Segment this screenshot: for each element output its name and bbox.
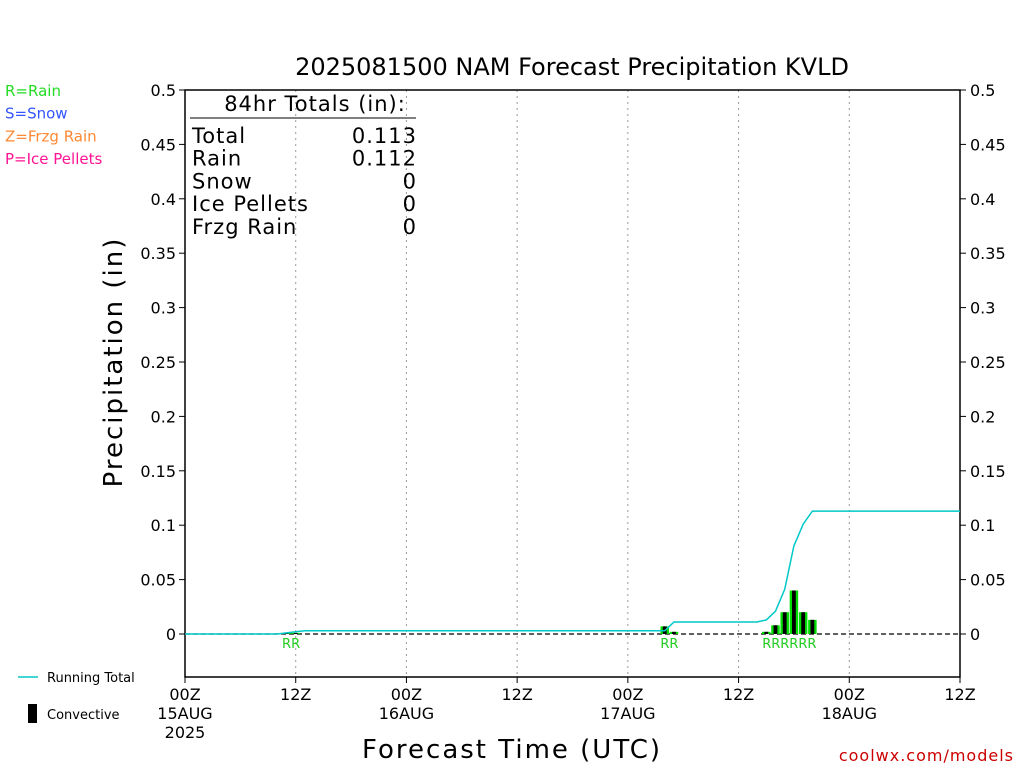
convective-bar [764,631,769,634]
x-tick-label: 2025 [165,723,206,742]
y-tick-label-right: 0.25 [970,353,1006,372]
y-tick-label-left: 0.4 [151,190,176,209]
totals-row-value: 0 [403,192,417,216]
type-legend-entry: R=Rain [5,82,61,100]
convective-bar [792,590,796,634]
convective-bar [810,619,815,634]
totals-row-label: Ice Pellets [192,192,309,216]
y-tick-label-left: 0 [166,625,176,644]
y-tick-label-right: 0.45 [970,135,1006,154]
y-tick-label-right: 0.15 [970,462,1006,481]
precip-type-label: RR [660,637,678,652]
series-legend: Running Total Convective [18,671,135,723]
y-tick-label-left: 0.05 [140,571,176,590]
y-tick-label-left: 0.15 [140,462,176,481]
x-tick-label: 12Z [280,685,311,704]
totals-row-value: 0 [403,215,417,239]
type-legend-entry: P=Ice Pellets [5,150,102,168]
y-tick-label-right: 0.35 [970,244,1006,263]
totals-row-label: Frzg Rain [192,215,297,239]
y-tick-label-left: 0.2 [151,407,176,426]
precip-type-legend: R=Rain S=Snow Z=Frzg Rain P=Ice Pellets [5,82,102,168]
y-tick-label-left: 0.1 [151,516,176,535]
y-tick-label-right: 0.05 [970,571,1006,590]
type-legend-entry: Z=Frzg Rain [5,127,97,145]
x-tick-label: 00Z [169,685,200,704]
convective-bar [293,632,298,634]
convective-bar [773,625,778,634]
y-tick-label-right: 0 [970,625,980,644]
totals-row-label: Snow [192,169,253,193]
y-tick-label-right: 0.5 [970,81,995,100]
totals-row-value: 0.113 [352,124,417,148]
convective-swatch [28,704,37,723]
convective-bars [282,590,817,634]
x-tick-label: 00Z [834,685,865,704]
y-tick-label-right: 0.3 [970,299,995,318]
x-tick-label: 00Z [612,685,643,704]
x-tick-label: 15AUG [157,704,212,723]
x-tick-label: 16AUG [379,704,434,723]
x-axis-label: Forecast Time (UTC) [362,735,662,765]
y-tick-label-left: 0.35 [140,244,176,263]
plot-frame [184,89,961,678]
y-tick-label-left: 0.3 [151,299,176,318]
y-tick-label-right: 0.4 [970,190,995,209]
running-total-line [185,510,960,635]
chart-title: 2025081500 NAM Forecast Precipitation KV… [295,53,849,81]
y-tick-label-right: 0.2 [970,407,995,426]
y-axis-ticks: 0 00.05 0.050.1 0.10.15 0.150.2 0.20.25 0.250.… [140,81,1005,644]
x-tick-label: 12Z [501,685,532,704]
y-tick-label-left: 0.45 [140,135,176,154]
running-total-legend-label: Running Total [47,671,135,686]
totals-row-label: Total [191,124,246,148]
type-legend-entry: S=Snow [5,105,68,123]
convective-legend-label: Convective [47,708,120,723]
precip-type-label: RR [282,637,300,652]
credit-text: coolwx.com/models [839,746,1014,765]
totals-box: 84hr Totals (in): Total 0.113 Rain 0.112 Snow… [190,92,417,239]
x-tick-label: 00Z [391,685,422,704]
convective-bar [672,631,676,634]
totals-row-value: 0.112 [352,147,417,171]
x-tick-label: 17AUG [600,704,655,723]
x-tick-label: 12Z [723,685,754,704]
grid-lines [295,90,850,677]
precip-type-label: RRRRRR [762,637,816,652]
y-tick-label-left: 0.5 [151,81,176,100]
y-tick-label-left: 0.25 [140,353,176,372]
totals-row-value: 0 [403,169,417,193]
y-axis-label: Precipitation (in) [99,237,129,488]
totals-row-label: Rain [192,147,242,171]
totals-header: 84hr Totals (in): [224,92,406,116]
y-tick-label-right: 0.1 [970,516,995,535]
convective-bar [782,612,787,634]
convective-bar [801,612,806,634]
precip-type-labels: RR RR RRRRRR [282,637,816,652]
x-tick-label: 12Z [944,685,975,704]
x-tick-label: 18AUG [822,704,877,723]
